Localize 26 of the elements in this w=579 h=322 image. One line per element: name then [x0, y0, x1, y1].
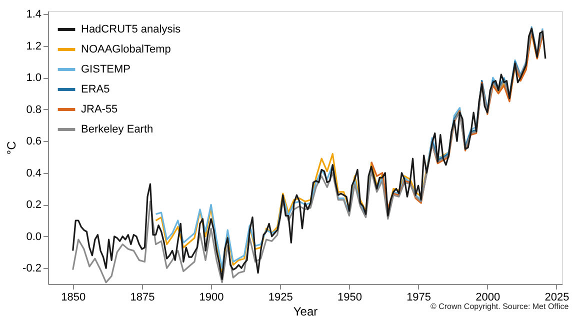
y-axis-title: °C [4, 140, 19, 155]
x-tick-label: 2000 [476, 292, 500, 304]
y-tick-label: 1.0 [26, 72, 42, 84]
legend-label: HadCRUT5 analysis [81, 24, 182, 36]
x-axis-title: Year [293, 304, 318, 318]
x-tick-label: 1900 [199, 292, 224, 304]
y-tick-label: -0.2 [22, 262, 42, 275]
y-tick-label: 0.4 [26, 167, 42, 180]
y-tick-label: 1.4 [26, 8, 42, 21]
x-tick-label: 1975 [406, 292, 432, 304]
legend-label: ERA5 [81, 84, 110, 96]
y-tick-label: 0.8 [26, 104, 42, 116]
x-tick-label: 1850 [61, 292, 86, 304]
legend-label: GISTEMP [81, 64, 131, 76]
x-tick-label: 2025 [544, 292, 570, 304]
y-tick-label: 0.2 [26, 199, 42, 212]
x-tick-label: 1925 [268, 292, 293, 304]
y-tick-label: 0.0 [26, 230, 42, 243]
x-tick-label: 1950 [337, 292, 362, 304]
y-tick-label: 1.2 [26, 40, 42, 52]
legend-label: NOAAGlobalTemp [81, 44, 171, 56]
y-tick-label: 0.6 [26, 136, 42, 148]
text: © Crown Copyright. Source: Met Office [430, 302, 570, 311]
legend-label: JRA-55 [81, 104, 118, 116]
x-tick-label: 1875 [130, 292, 155, 304]
legend-label: Berkeley Earth [81, 124, 154, 136]
